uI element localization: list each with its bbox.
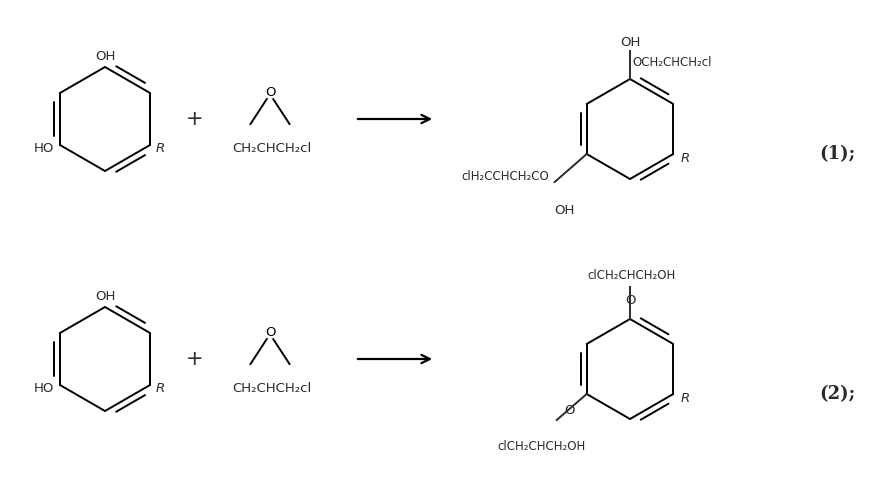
Text: OH: OH	[620, 36, 640, 49]
Text: clCH₂CHCH₂OH: clCH₂CHCH₂OH	[588, 269, 676, 282]
Text: R: R	[680, 152, 690, 164]
Text: OCH₂CHCH₂cl: OCH₂CHCH₂cl	[632, 55, 712, 69]
Circle shape	[264, 327, 276, 338]
Text: HO: HO	[34, 143, 54, 156]
Text: clCH₂CHCH₂OH: clCH₂CHCH₂OH	[498, 440, 586, 453]
Text: HO: HO	[34, 383, 54, 396]
Text: OH: OH	[95, 290, 115, 303]
Text: CH₂CHCH₂cl: CH₂CHCH₂cl	[232, 382, 311, 395]
Text: O: O	[265, 86, 276, 99]
Text: (2);: (2);	[819, 385, 855, 403]
Text: O: O	[624, 293, 635, 306]
Text: R: R	[156, 143, 166, 156]
Text: O: O	[265, 326, 276, 339]
Text: +: +	[187, 109, 204, 129]
Text: R: R	[680, 392, 690, 405]
Text: +: +	[187, 349, 204, 369]
Text: R: R	[156, 383, 166, 396]
Circle shape	[264, 87, 276, 98]
Text: OH: OH	[95, 50, 115, 63]
Text: (1);: (1);	[819, 145, 855, 163]
Text: O: O	[564, 404, 575, 416]
Text: clH₂CCHCH₂CO: clH₂CCHCH₂CO	[461, 169, 548, 182]
Text: CH₂CHCH₂cl: CH₂CHCH₂cl	[232, 142, 311, 155]
Text: OH: OH	[555, 204, 575, 217]
